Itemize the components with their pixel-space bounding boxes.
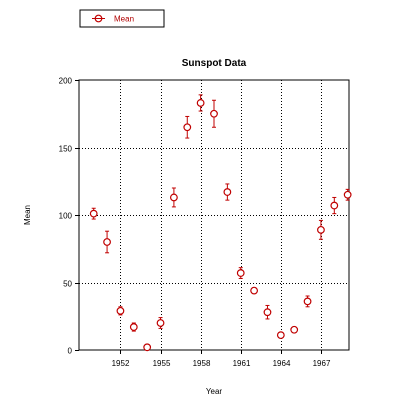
axes: 1952 1955 1958 1961 1964 1967 0 50 100 150 200 [59,77,331,369]
data-point [276,331,285,340]
data-point [343,190,352,199]
chart-title: Sunspot Data [182,58,247,69]
y-tick-label: 150 [59,145,73,154]
x-axis-label: Year [206,387,223,396]
data-point [89,209,98,218]
x-tick-label: 1964 [273,359,291,368]
x-tick-label: 1952 [112,359,130,368]
legend-label: Mean [114,15,134,24]
y-tick-label: 200 [59,77,73,86]
legend-marker [94,14,103,23]
y-tick-label: 50 [63,280,72,289]
y-tick-label: 100 [59,212,73,221]
x-tick-label: 1961 [233,359,251,368]
y-axis-label: Mean [23,205,32,225]
data-point [129,323,138,331]
data-point [196,99,205,107]
legend: Mean [79,9,165,28]
data-points [89,94,352,352]
x-tick-label: 1967 [313,359,331,368]
data-point [223,188,232,196]
data-point [317,225,325,234]
x-tick-label: 1958 [193,359,211,368]
data-point [330,201,339,210]
data-point [250,286,258,295]
y-tick-label: 0 [68,347,73,356]
data-point [210,109,218,118]
data-point [143,343,152,352]
data-point [263,308,272,317]
x-tick-label: 1955 [153,359,171,368]
data-point [170,193,178,202]
legend-box [79,9,165,28]
data-point [116,306,125,315]
data-point [290,325,299,334]
data-point [303,297,312,306]
data-point [103,238,111,246]
data-point [183,123,192,132]
data-point [236,269,245,277]
grid [79,80,349,350]
data-point [156,319,165,327]
